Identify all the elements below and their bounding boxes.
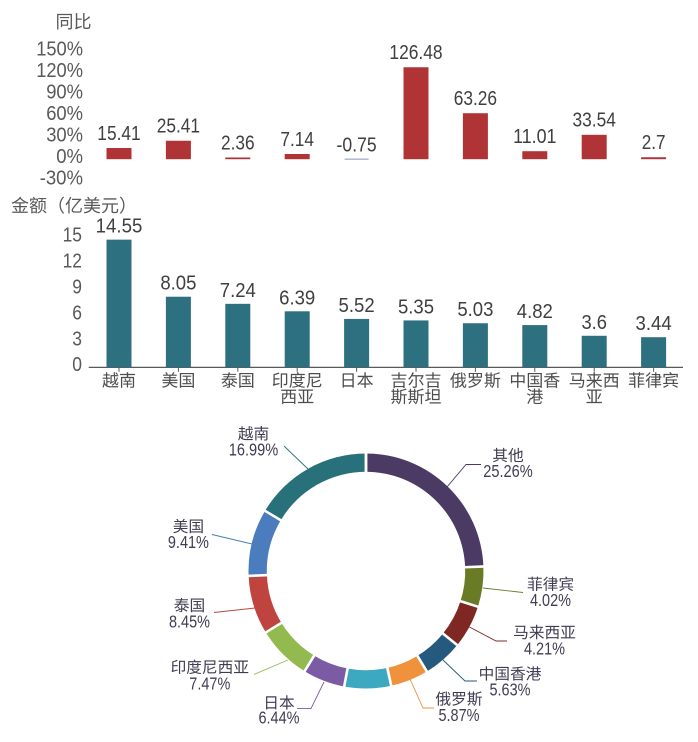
svg-text:15: 15: [63, 225, 82, 247]
svg-text:120%: 120%: [36, 60, 83, 82]
svg-text:14.55: 14.55: [96, 215, 143, 238]
svg-text:63.26: 63.26: [454, 88, 497, 110]
svg-text:90%: 90%: [46, 81, 83, 103]
svg-text:7.24: 7.24: [220, 279, 256, 302]
svg-text:7.47%: 7.47%: [189, 674, 230, 694]
svg-text:15.41: 15.41: [97, 123, 140, 145]
svg-text:9.41%: 9.41%: [168, 532, 209, 552]
svg-text:4.21%: 4.21%: [524, 639, 565, 659]
svg-text:5.63%: 5.63%: [490, 680, 531, 700]
svg-text:2.36: 2.36: [221, 132, 255, 154]
svg-text:11.01: 11.01: [513, 126, 556, 148]
svg-text:5.87%: 5.87%: [439, 705, 480, 725]
svg-text:8.05: 8.05: [160, 272, 196, 295]
svg-text:0: 0: [72, 354, 82, 376]
svg-text:60%: 60%: [46, 103, 83, 125]
svg-text:5.03: 5.03: [457, 298, 493, 321]
svg-text:2.7: 2.7: [642, 132, 666, 154]
svg-text:6.39: 6.39: [279, 286, 315, 309]
svg-text:6: 6: [72, 302, 82, 324]
svg-text:3.44: 3.44: [636, 312, 672, 335]
svg-text:3.6: 3.6: [581, 311, 607, 334]
svg-text:25.26%: 25.26%: [483, 461, 533, 481]
svg-text:12: 12: [63, 251, 82, 273]
svg-text:4.02%: 4.02%: [530, 590, 571, 610]
svg-text:9: 9: [72, 277, 82, 299]
svg-text:7.14: 7.14: [280, 129, 314, 151]
svg-text:8.45%: 8.45%: [169, 612, 210, 632]
svg-text:126.48: 126.48: [389, 42, 442, 64]
svg-text:33.54: 33.54: [573, 110, 616, 132]
svg-text:150%: 150%: [36, 38, 83, 60]
svg-text:0%: 0%: [56, 146, 83, 168]
svg-text:6.44%: 6.44%: [259, 707, 300, 727]
svg-text:30%: 30%: [46, 124, 83, 146]
svg-text:16.99%: 16.99%: [229, 440, 279, 460]
svg-text:5.52: 5.52: [339, 294, 375, 317]
svg-text:4.82: 4.82: [517, 300, 553, 323]
svg-text:3: 3: [72, 328, 82, 350]
svg-text:-0.75: -0.75: [337, 134, 377, 156]
svg-text:5.35: 5.35: [398, 295, 434, 318]
svg-text:-30%: -30%: [40, 167, 83, 189]
svg-text:25.41: 25.41: [157, 116, 200, 138]
